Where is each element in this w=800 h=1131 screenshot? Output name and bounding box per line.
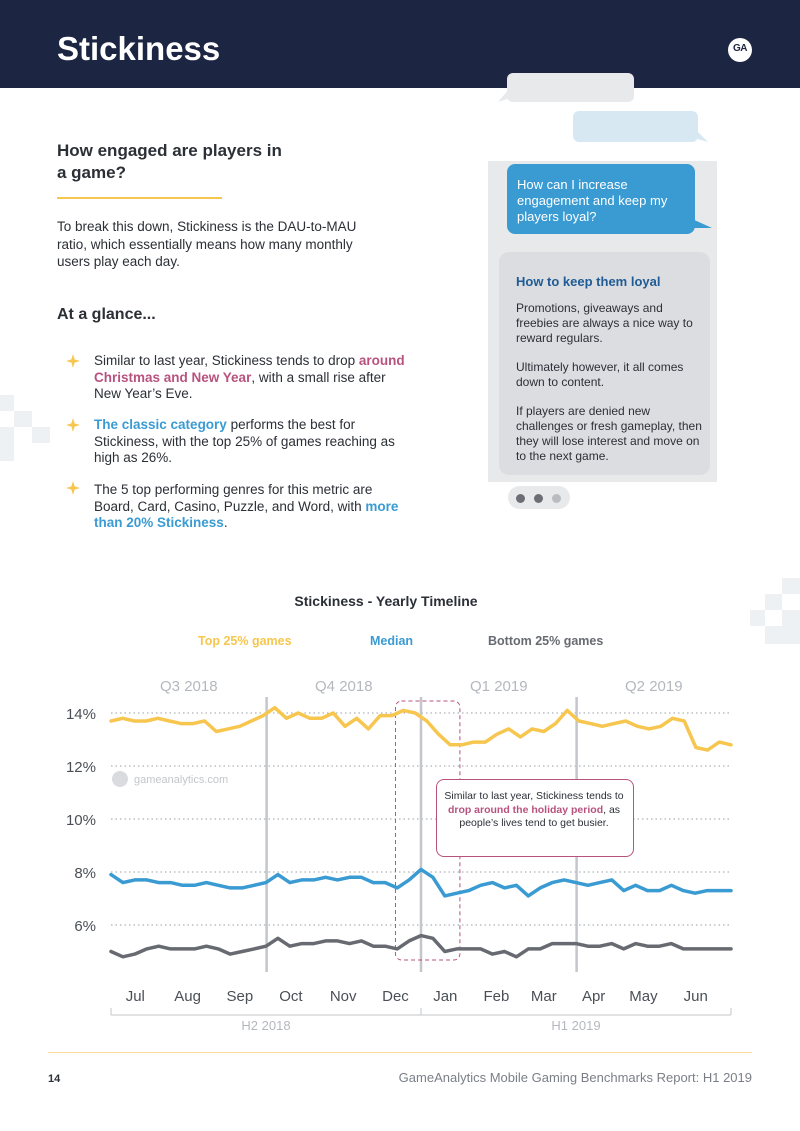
month-tick-label: Jun [684,988,708,1005]
decorative-square [782,610,800,644]
report-title: GameAnalytics Mobile Gaming Benchmarks R… [398,1070,752,1085]
watermark-logo-icon [112,771,128,787]
annotation-plain: , as people’s lives tend to get busier. [459,803,621,830]
typing-dot [552,493,561,503]
bullet-text: The 5 top performing genres for this met… [94,482,373,514]
sparkle-icon [66,354,80,368]
month-tick-label: Jan [433,988,457,1005]
page-title: Stickiness [57,30,221,67]
page-header: Stickiness GA [0,0,800,88]
decorative-square [765,594,782,610]
heading-underline [57,197,222,199]
decorative-square [32,427,50,443]
page-number: 14 [48,1073,61,1085]
typing-dot [534,493,543,503]
question-bubble [507,164,695,234]
stickiness-line-chart: 6% 8% 10% 12% 14% Q3 2018 Q4 2018 Q1 2019 Q2 201… [66,678,733,1033]
month-tick-label: Mar [531,988,557,1005]
glance-bullet-3: The 5 top performing genres for this met… [94,482,414,532]
annotation-highlight: drop around the holiday period [447,803,604,816]
legend-median: Median [370,634,414,648]
y-tick-label: 10% [66,812,96,829]
chat-bubble-placeholder [507,73,634,102]
logo-text: GA [733,43,748,54]
bubble-tail [498,88,510,102]
footer-divider [48,1052,752,1053]
decorative-square [0,395,14,411]
gameanalytics-logo-icon: GA [728,38,752,62]
bullet-text: performs the best for Stickiness, with t… [94,417,395,465]
chat-bubble-placeholder [573,111,698,142]
sparkle-icon [66,418,80,432]
quarter-label: Q4 2018 [315,678,373,695]
bullet-text: Similar to last year, Stickiness tends t… [94,353,359,368]
bullet-highlight: more than 20% Stickiness [94,498,399,531]
decorative-square [782,578,800,594]
bullet-highlight: around Christmas and New Year [94,353,405,385]
annotation-box [436,779,634,857]
answer-card [499,252,710,475]
y-tick-label: 14% [66,706,96,723]
y-tick-label: 12% [66,759,96,776]
series-line [109,705,733,752]
legend-bottom-25: Bottom 25% games [488,634,604,648]
answer-paragraph: Ultimately however, it all comes down to… [516,360,684,389]
series-line [109,933,733,959]
bullet-text: , with a small rise after New Year’s Eve… [94,369,386,402]
annotation-plain: Similar to last year, Stickiness tends t… [444,790,624,802]
month-tick-label: Jul [126,988,145,1005]
month-tick-label: Feb [483,988,509,1005]
month-tick-label: Dec [382,988,409,1005]
half-year-label: H2 2018 [241,1018,290,1033]
month-tick-label: Sep [227,988,254,1005]
bubble-tail [694,128,708,142]
answer-paragraph: If players are denied new challenges or … [516,404,702,463]
month-tick-label: Apr [582,988,605,1005]
glance-bullet-1: Similar to last year, Stickiness tends t… [94,353,414,403]
answer-paragraph: Promotions, giveaways and freebies are a… [516,301,693,345]
y-tick-label: 8% [74,865,96,882]
intro-text: To break this down, Stickiness is the DA… [57,219,357,269]
typing-indicator [508,486,570,509]
quarter-label: Q3 2018 [160,678,218,695]
answer-title: How to keep them loyal [516,274,661,289]
decorative-square [750,610,765,626]
series-line [109,867,733,898]
month-tick-label: Aug [174,988,201,1005]
sparkle-icon [66,481,80,495]
decorative-square [0,427,14,461]
month-tick-label: Nov [330,988,357,1005]
typing-dot [516,493,525,503]
question-text: How can I increase engagement and keep m… [517,177,668,224]
y-tick-label: 6% [74,918,96,935]
section-heading: How engaged are players in a game? [57,141,282,182]
at-a-glance-heading: At a glance... [57,306,156,323]
bullet-text: . [223,515,228,530]
legend-top-25: Top 25% games [198,634,292,648]
bullet-highlight: The classic category [94,417,227,432]
quarter-label: Q1 2019 [470,678,528,695]
decorative-square [765,626,782,644]
half-year-label: H1 2019 [551,1018,600,1033]
glance-bullet-2: The classic category performs the best f… [94,417,414,467]
month-tick-label: Oct [279,988,303,1005]
bubble-tail [690,218,712,228]
watermark-text: gameanalytics.com [134,774,228,786]
quarter-label: Q2 2019 [625,678,683,695]
annotation-text: Similar to last year, Stickiness tends t… [444,790,624,831]
decorative-square [14,411,32,427]
month-tick-label: May [629,988,658,1005]
chart-title: Stickiness - Yearly Timeline [294,593,478,609]
